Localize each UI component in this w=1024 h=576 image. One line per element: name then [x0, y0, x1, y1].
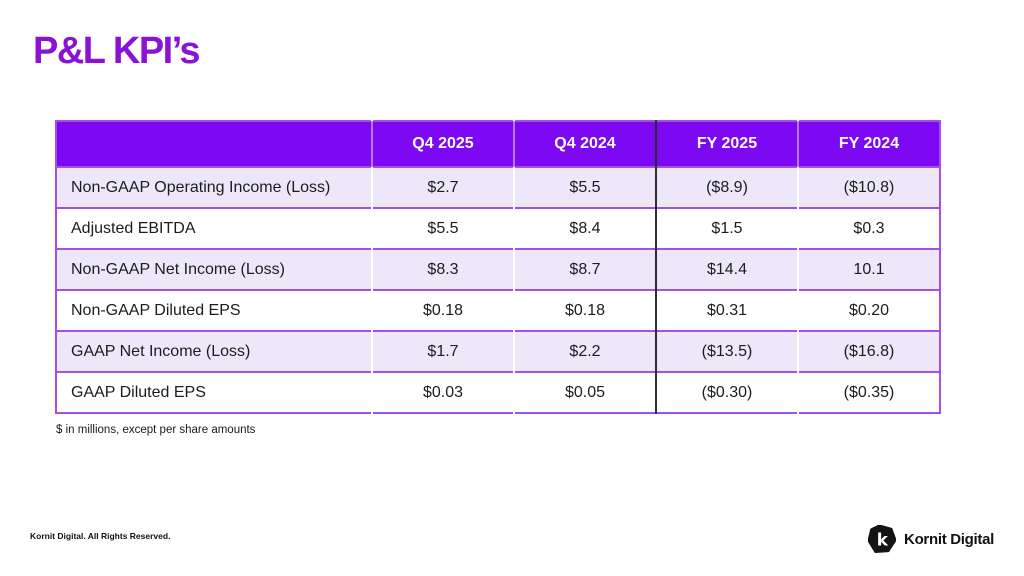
row-label: Non-GAAP Operating Income (Loss): [56, 166, 372, 208]
kpi-table-header: Q4 2025 Q4 2024 FY 2025 FY 2024: [56, 121, 940, 167]
cell-value: 10.1: [797, 248, 940, 290]
row-label: Non-GAAP Net Income (Loss): [56, 248, 372, 290]
header-fy-2025: FY 2025: [655, 121, 798, 167]
cell-value: ($8.9): [655, 166, 798, 208]
kpi-table: Q4 2025 Q4 2024 FY 2025 FY 2024 Non-GAAP…: [55, 120, 941, 414]
cell-value: $0.31: [655, 289, 798, 331]
brand-logo: k Kornit Digital: [868, 525, 994, 553]
table-row: Non-GAAP Operating Income (Loss) $2.7 $5…: [56, 166, 940, 208]
cell-value: $5.5: [371, 207, 514, 249]
header-row: Q4 2025 Q4 2024 FY 2025 FY 2024: [56, 121, 940, 167]
kornit-logo-icon: k: [868, 525, 897, 553]
table-footnote: $ in millions, except per share amounts: [56, 424, 256, 436]
row-label: Adjusted EBITDA: [56, 207, 372, 249]
copyright-text: Kornit Digital. All Rights Reserved.: [30, 531, 171, 541]
cell-value: ($16.8): [797, 330, 940, 372]
row-label: GAAP Diluted EPS: [56, 371, 372, 413]
cell-value: $8.3: [371, 248, 514, 290]
row-label: GAAP Net Income (Loss): [56, 330, 372, 372]
cell-value: $0.20: [797, 289, 940, 331]
cell-value: $1.5: [655, 207, 798, 249]
cell-value: $8.4: [513, 207, 656, 249]
cell-value: $14.4: [655, 248, 798, 290]
table-row: Non-GAAP Diluted EPS $0.18 $0.18 $0.31 $…: [56, 289, 940, 331]
logo-letter: k: [877, 529, 889, 549]
cell-value: $0.18: [513, 289, 656, 331]
header-empty-cell: [56, 121, 372, 167]
cell-value: $2.7: [371, 166, 514, 208]
table-row: GAAP Diluted EPS $0.03 $0.05 ($0.30) ($0…: [56, 371, 940, 413]
cell-value: ($0.30): [655, 371, 798, 413]
cell-value: $2.2: [513, 330, 656, 372]
cell-value: $5.5: [513, 166, 656, 208]
cell-value: $0.3: [797, 207, 940, 249]
cell-value: $0.18: [371, 289, 514, 331]
table-row: GAAP Net Income (Loss) $1.7 $2.2 ($13.5)…: [56, 330, 940, 372]
kpi-table-body: Non-GAAP Operating Income (Loss) $2.7 $5…: [56, 166, 940, 413]
row-label: Non-GAAP Diluted EPS: [56, 289, 372, 331]
table-row: Adjusted EBITDA $5.5 $8.4 $1.5 $0.3: [56, 207, 940, 249]
brand-text: Kornit Digital: [904, 530, 994, 548]
cell-value: $0.05: [513, 371, 656, 413]
cell-value: ($13.5): [655, 330, 798, 372]
cell-value: $8.7: [513, 248, 656, 290]
page-title: P&L KPI’s: [33, 30, 201, 72]
header-q4-2025: Q4 2025: [371, 121, 514, 167]
cell-value: $1.7: [371, 330, 514, 372]
cell-value: ($10.8): [797, 166, 940, 208]
table-row: Non-GAAP Net Income (Loss) $8.3 $8.7 $14…: [56, 248, 940, 290]
cell-value: ($0.35): [797, 371, 940, 413]
header-fy-2024: FY 2024: [797, 121, 940, 167]
header-q4-2024: Q4 2024: [513, 121, 656, 167]
cell-value: $0.03: [371, 371, 514, 413]
